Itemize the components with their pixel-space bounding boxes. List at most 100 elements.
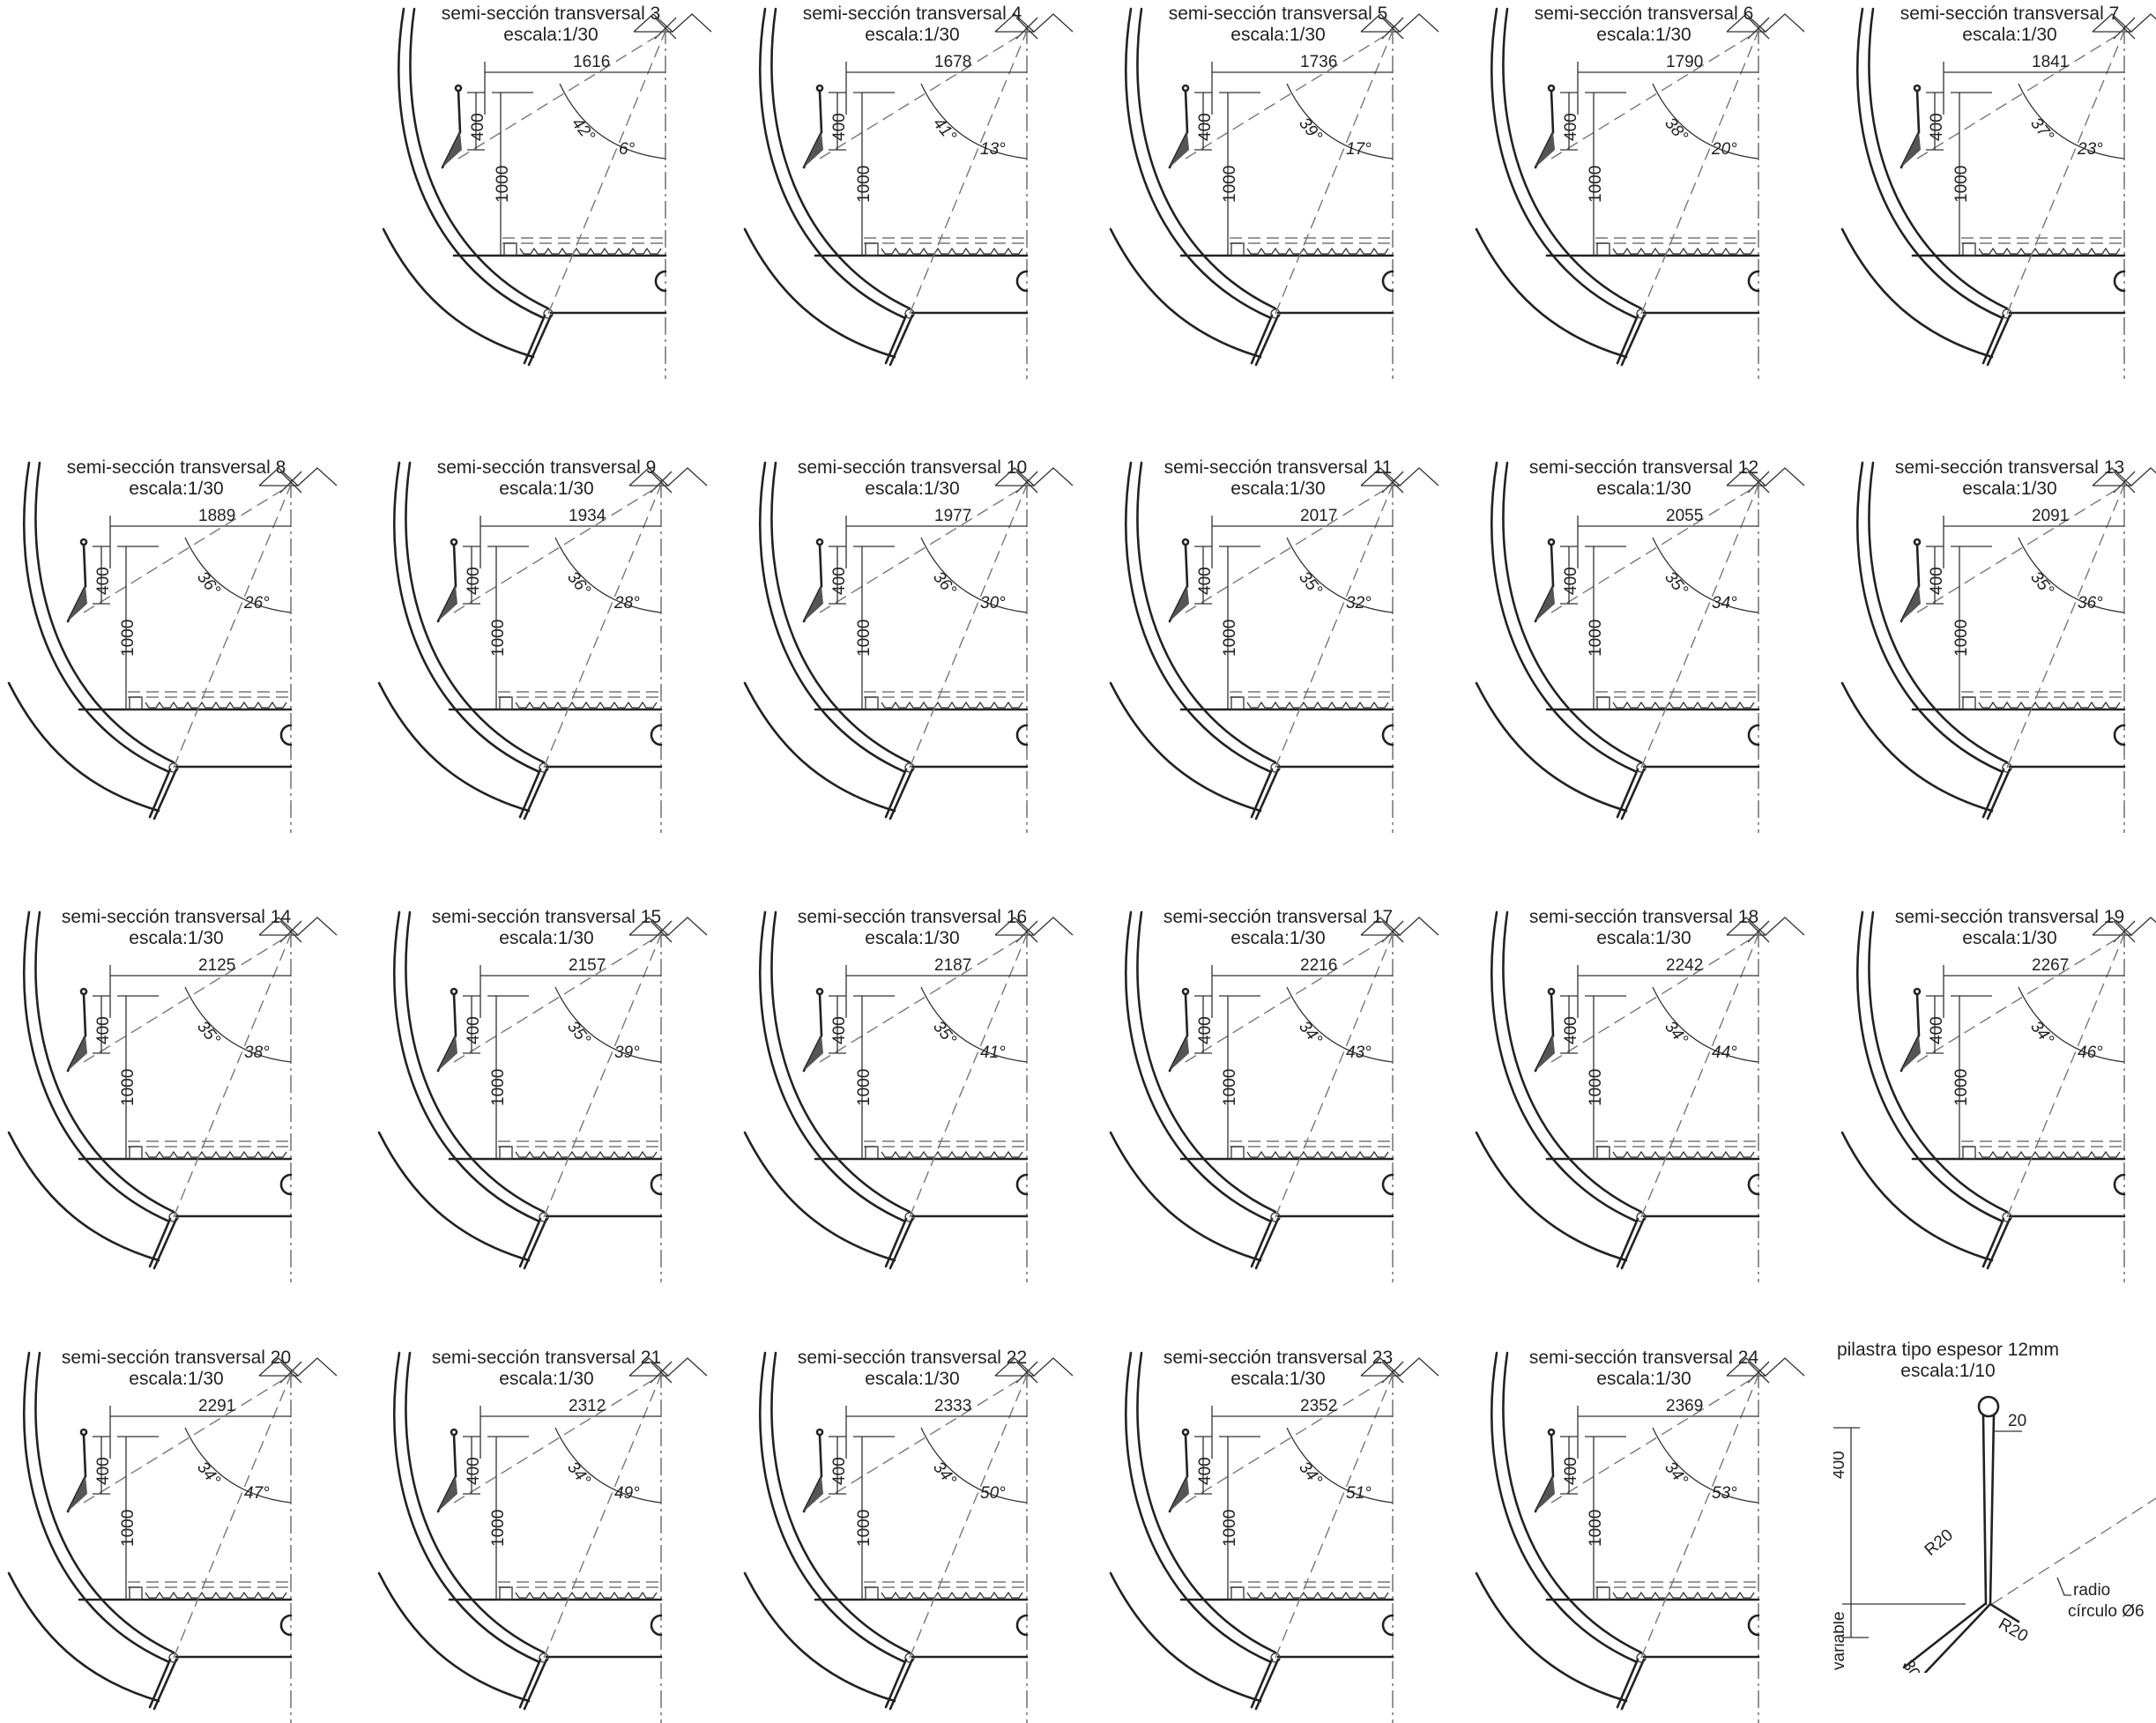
hull-inner [1502,461,1643,764]
section-panel: semi-sección transversal 24 escala:1/30 23… [1475,1344,1860,1723]
foot-bar [523,1658,548,1711]
dim-1000-text: 1000 [855,620,874,657]
dim-400-text: 400 [1562,113,1580,141]
foot-joint [1636,308,1647,319]
guide-line [173,484,292,769]
section-title: semi-sección transversal 18 escala:1/30 [1498,907,1789,949]
railing-fill [804,132,823,167]
angle-b-text: 44° [1712,1043,1737,1062]
section-drawing: 2157 400 1000 35° 39° [377,910,708,1282]
symmetry-mark [1399,467,1439,486]
section-scale-text: escala:1/30 [499,928,594,948]
hull-inner [1868,7,2009,310]
section-title-text: semi-sección transversal 23 [1163,1348,1394,1368]
grating-pattern [1246,1591,1389,1599]
section-title: semi-sección transversal 13 escala:1/30 [1864,457,2155,500]
section-panel: semi-sección transversal 11 escala:1/30 20… [1109,454,1494,833]
lower-hull [377,1131,531,1262]
symmetry-mark-cross [1381,471,1404,494]
grating-pattern [515,1591,658,1599]
pilastra-drawing: 400 variable 20 R20 R20 30 radio círculo… [1830,1395,2156,1682]
axis-semicircle [1015,724,1029,746]
symmetry-mark-cross [1747,920,1770,943]
lower-hull [1475,681,1628,813]
angle-b-text: 36° [2078,594,2103,613]
section-scale-text: escala:1/30 [499,479,594,499]
section-title-text: semi-sección transversal 17 [1163,907,1394,927]
section-scale-text: escala:1/30 [1596,1369,1691,1389]
hull-inner [1136,1351,1277,1654]
hull-inner [1502,7,1643,310]
section-title-text: semi-sección transversal 3 [441,4,661,24]
guide-line [2006,933,2125,1218]
lower-hull [1840,227,1994,359]
symmetry-mark [672,13,712,33]
section-title-text: semi-sección transversal 15 [431,907,662,927]
hull-outer [759,461,905,773]
foot-bar [1254,1658,1280,1711]
section-title: semi-sección transversal 15 escala:1/30 [401,907,692,949]
dim-400-text: 400 [1562,1016,1580,1044]
symmetry-mark [1399,13,1439,33]
deck-support [1596,696,1610,710]
axis-semicircle [1381,1173,1394,1196]
axis-semicircle [1381,724,1394,746]
angle-a-text: 38° [1661,115,1691,146]
dim-400-text: 400 [94,567,113,595]
section-panel: semi-sección transversal 6 escala:1/30 179… [1475,0,1860,379]
angle-b-text: 38° [244,1043,270,1062]
symmetry-mark-cross [2113,471,2136,494]
hull-inner [770,1351,911,1654]
dim-400-text: 400 [1196,567,1215,595]
guide-line [83,933,292,1063]
section-scale-text: escala:1/30 [865,1369,960,1389]
foot-joint [168,1652,179,1663]
foot-bar [518,1658,542,1709]
width-dim-text: 2157 [569,956,606,975]
symmetry-mark-cross [1747,1361,1770,1384]
angle-a-text: 34° [1295,1459,1326,1490]
foot-bar [1616,1217,1639,1268]
symmetry-mark [1399,1357,1439,1377]
angle-arc [920,1427,1028,1504]
foot-bar [1616,314,1639,365]
hull-inner [1136,910,1277,1214]
angle-a-text: 34° [1661,1459,1691,1490]
grating-pattern [145,701,287,709]
width-dim-text: 2312 [569,1397,606,1415]
foot-joint [904,308,915,319]
symmetry-mark-cross [1747,17,1770,40]
section-panel: semi-sección transversal 19 escala:1/30 22… [1840,903,2156,1282]
hull-outer [759,910,905,1222]
angle-arc [184,986,292,1063]
section-drawing: 2125 400 1000 35° 38° [7,910,338,1282]
section-title-text: semi-sección transversal 14 [61,907,292,927]
guide-line [2006,484,2125,769]
guide-line [1185,1374,1394,1504]
guide-line [819,30,1028,160]
section-drawing: 1616 400 1000 42° 6° [382,7,712,379]
guide-line [1185,933,1394,1063]
guide-line [1916,484,2125,613]
pilastra-dim-r20-a: R20 [1922,1526,1957,1559]
section-title-text: semi-sección transversal 22 [797,1348,1028,1368]
guide-line [453,933,662,1063]
dim-400-text: 400 [1562,567,1580,595]
foot-bar [523,1217,548,1270]
foot-bar [527,314,553,367]
railing-fill [1535,1476,1555,1511]
angle-a-text: 36° [929,568,960,600]
foot-bar [1616,1658,1639,1709]
dim-400-text: 400 [1196,113,1215,141]
width-dim-text: 1934 [569,507,606,525]
pilastra-dim-20: 20 [2008,1412,2026,1430]
symmetry-mark [667,467,708,486]
dim-400-text: 400 [1196,1457,1215,1485]
railing-fill [804,586,823,621]
axis-semicircle [1015,1173,1029,1196]
symmetry-mark-cross [1015,1361,1038,1384]
foot-bar [888,1217,914,1270]
foot-joint [539,762,549,773]
grating-pattern [1978,701,2121,709]
angle-arc [920,537,1028,613]
